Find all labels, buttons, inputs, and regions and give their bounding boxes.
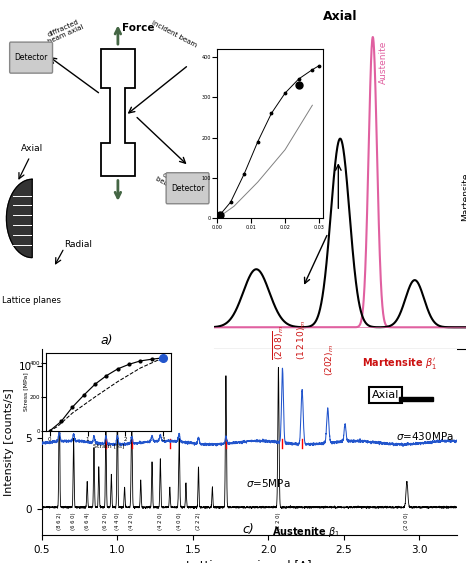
Text: a): a)	[101, 334, 113, 347]
Text: (4 0 0): (4 0 0)	[177, 513, 182, 530]
Title: Axial: Axial	[323, 10, 357, 23]
Text: Martensite: Martensite	[461, 172, 466, 221]
Text: (2 2 0): (2 2 0)	[276, 513, 281, 530]
Y-axis label: Intensity [counts/s]: Intensity [counts/s]	[4, 388, 14, 496]
Text: $\overline{(2\,0\,8)}_m$: $\overline{(2\,0\,8)}_m$	[271, 325, 286, 360]
Text: (6 2 0): (6 2 0)	[103, 513, 109, 530]
Text: Force: Force	[122, 23, 155, 33]
Text: Radial: Radial	[64, 240, 92, 249]
X-axis label: Lattice spacing, d [A]: Lattice spacing, d [A]	[186, 560, 312, 563]
Bar	[399, 397, 432, 401]
Text: $(1\,2\,10)_m$: $(1\,2\,10)_m$	[295, 319, 308, 360]
Text: Detector: Detector	[14, 53, 48, 62]
Text: diffracted
beam radial: diffracted beam radial	[154, 169, 197, 200]
Text: (6 6 0): (6 6 0)	[71, 513, 76, 530]
Text: Austenite: Austenite	[379, 41, 388, 84]
Polygon shape	[101, 48, 135, 176]
X-axis label: d-spacing [A]: d-spacing [A]	[303, 374, 377, 385]
Polygon shape	[7, 179, 32, 258]
Text: diffracted
beam axial: diffracted beam axial	[44, 18, 84, 46]
Text: Lattice planes: Lattice planes	[2, 296, 61, 305]
Text: $\sigma$=5MPa: $\sigma$=5MPa	[246, 477, 290, 489]
Text: Martensite $\beta^{\prime}_1$: Martensite $\beta^{\prime}_1$	[362, 356, 437, 371]
Text: (6 6 4): (6 6 4)	[85, 513, 89, 530]
Text: (4 2 0): (4 2 0)	[158, 513, 163, 530]
Text: (2 0 0): (2 0 0)	[404, 513, 410, 530]
Text: (4 2 0): (4 2 0)	[129, 513, 134, 530]
FancyBboxPatch shape	[166, 173, 209, 204]
Text: Austenite $\beta_1$: Austenite $\beta_1$	[272, 525, 340, 539]
Text: (2 2 2): (2 2 2)	[196, 513, 201, 530]
Text: (8 6 2): (8 6 2)	[57, 513, 62, 530]
Text: Detector: Detector	[171, 184, 204, 193]
Text: incident beam: incident beam	[150, 20, 197, 48]
Text: $(202)_m$: $(202)_m$	[324, 344, 336, 376]
Text: $\sigma$=430MPa: $\sigma$=430MPa	[397, 430, 454, 443]
Text: (4 4 0): (4 4 0)	[115, 513, 120, 530]
Text: c): c)	[243, 523, 254, 537]
FancyBboxPatch shape	[10, 42, 53, 73]
Text: b): b)	[219, 364, 232, 377]
Text: Axial: Axial	[372, 390, 399, 400]
Text: Axial: Axial	[21, 144, 43, 153]
